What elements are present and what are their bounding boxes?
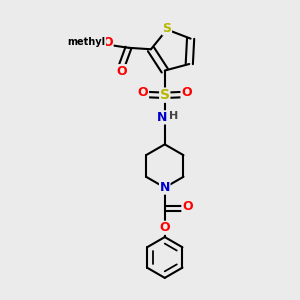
Text: N: N [160, 181, 170, 194]
Text: O: O [116, 65, 127, 78]
Text: N: N [157, 111, 167, 124]
Text: H: H [169, 111, 178, 121]
Text: S: S [162, 22, 171, 35]
Text: O: O [138, 86, 148, 99]
Text: O: O [181, 86, 192, 99]
Text: O: O [159, 221, 170, 234]
Text: O: O [102, 37, 113, 50]
Text: S: S [160, 88, 170, 102]
Text: methyl: methyl [68, 38, 106, 47]
Text: O: O [182, 200, 193, 213]
